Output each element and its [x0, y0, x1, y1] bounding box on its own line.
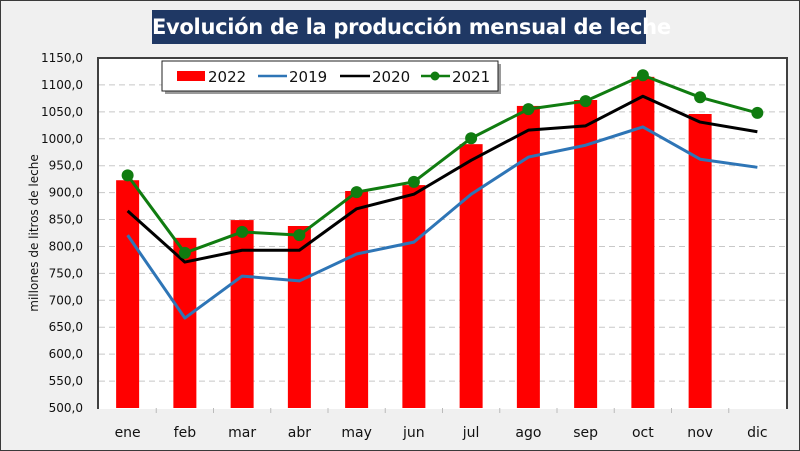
marker-2021-dic [751, 106, 764, 119]
y-tick-label: 1100,0 [41, 78, 83, 92]
legend-label-2021: 2021 [452, 68, 490, 86]
x-tick-marks [155, 408, 730, 413]
x-tick-label: ene [115, 425, 141, 441]
line-2019 [126, 125, 758, 320]
y-tick-label: 1050,0 [41, 105, 83, 119]
marker-2021-ene [121, 169, 134, 182]
x-tick-label: sep [573, 425, 598, 441]
legend-swatch-2022 [177, 71, 205, 81]
marker-2021-abr [293, 229, 306, 242]
plot-area [99, 59, 786, 409]
y-tick-label: 650,0 [49, 320, 83, 334]
x-tick-label: nov [687, 425, 713, 441]
bar-2022-ene [116, 180, 140, 408]
marker-2021-sep [579, 95, 592, 108]
legend-label-2022: 2022 [208, 68, 246, 86]
legend-marker-2021 [430, 71, 440, 81]
bar-2022-may [345, 191, 369, 408]
marker-2021-nov [694, 91, 707, 104]
y-tick-label: 900,0 [49, 186, 83, 200]
x-tick-label: mar [228, 425, 256, 441]
bar-2022-oct [631, 76, 655, 408]
chart-title: Evolución de la producción mensual de le… [152, 10, 671, 44]
x-tick-label: may [341, 425, 372, 441]
x-tick-label: abr [288, 425, 311, 441]
marker-2021-feb [178, 246, 191, 259]
bars-2022 [116, 76, 712, 408]
marker-2021-jul [465, 132, 478, 145]
legend: 2022 2019 2020 2021 [161, 60, 501, 94]
y-tick-label: 850,0 [49, 213, 83, 227]
bar-2022-feb [173, 237, 197, 408]
y-tick-label: 700,0 [49, 293, 83, 307]
y-tick-label: 750,0 [49, 266, 83, 280]
y-tick-label: 1150,0 [41, 51, 83, 65]
x-tick-label: jul [462, 425, 480, 441]
bar-2022-jul [459, 144, 483, 408]
line-2021 [126, 73, 758, 255]
bar-2022-jun [402, 185, 426, 408]
x-tick-label: feb [174, 425, 197, 441]
x-tick-labels: ene feb mar abr may jun jul ago sep oct nov dic [115, 425, 768, 441]
marker-2021-may [350, 186, 363, 199]
bar-2022-sep [574, 100, 598, 408]
legend-label-2019: 2019 [289, 68, 327, 86]
marker-2021-mar [236, 225, 249, 238]
y-tick-label: 800,0 [49, 239, 83, 253]
y-tick-label: 500,0 [49, 401, 83, 415]
bar-2022-nov [688, 114, 712, 408]
x-tick-label: ago [515, 425, 541, 441]
marker-2021-jun [407, 175, 420, 188]
marker-2021-oct [636, 69, 649, 82]
y-tick-label: 950,0 [49, 159, 83, 173]
x-tick-label: dic [747, 425, 767, 441]
bar-2022-mar [230, 220, 254, 408]
series-lines [121, 69, 764, 320]
x-tick-label: jun [402, 425, 425, 441]
marker-2021-ago [522, 103, 535, 116]
legend-label-2020: 2020 [372, 68, 410, 86]
y-axis-label: millones de litros de leche [27, 154, 41, 311]
y-tick-label: 1000,0 [41, 132, 83, 146]
x-tick-label: oct [632, 425, 654, 441]
y-tick-labels: 500,0 550,0 600,0 650,0 700,0 750,0 800,0 850,0… [41, 51, 83, 415]
bar-2022-ago [516, 105, 540, 408]
line-2020 [126, 94, 758, 264]
y-tick-label: 600,0 [49, 347, 83, 361]
bar-2022-abr [287, 226, 311, 408]
y-tick-label: 550,0 [49, 374, 83, 388]
